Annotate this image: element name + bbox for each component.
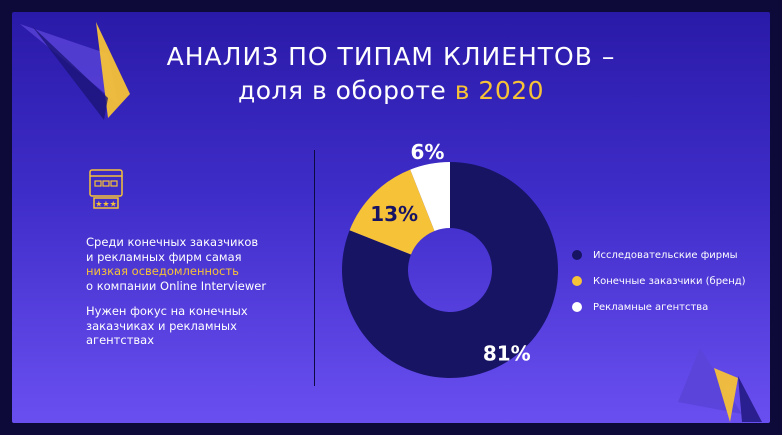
recommendation-paragraph: Нужен фокус на конечных заказчиках и рек… bbox=[86, 304, 316, 348]
insight-line: Среди конечных заказчиков bbox=[86, 235, 259, 249]
legend-label: Конечные заказчики (бренд) bbox=[593, 275, 746, 287]
subtitle-year: в 2020 bbox=[454, 76, 545, 105]
legend-item: Исследовательские фирмы bbox=[572, 242, 746, 268]
donut-slice bbox=[410, 162, 450, 231]
legend-swatch bbox=[572, 302, 582, 312]
vertical-divider bbox=[314, 150, 315, 386]
donut-chart: 81% 13% 6% bbox=[342, 140, 558, 378]
decorative-triangle-bottom-right bbox=[678, 348, 762, 422]
slice-data-label: 13% bbox=[370, 202, 418, 226]
decorative-triangle-top-left bbox=[20, 22, 130, 120]
subtitle-text: доля в обороте bbox=[237, 76, 447, 105]
insight-line: и рекламных фирм самая bbox=[86, 249, 242, 264]
svg-text:★★★: ★★★ bbox=[95, 200, 117, 209]
legend-label: Рекламные агентства bbox=[593, 301, 709, 313]
insight-highlight: низкая осведомленность bbox=[86, 264, 239, 278]
slide-title: АНАЛИЗ ПО ТИПАМ КЛИЕНТОВ – bbox=[166, 42, 616, 71]
legend-label: Исследовательские фирмы bbox=[593, 249, 738, 261]
legend-swatch bbox=[572, 250, 582, 260]
slide-subtitle: доля в обороте в 2020 bbox=[12, 76, 770, 105]
recommendation-line: агентствах bbox=[86, 333, 155, 347]
slice-data-label: 6% bbox=[411, 140, 445, 164]
slice-data-label: 81% bbox=[483, 342, 531, 366]
recommendation-line: заказчиках и рекламных bbox=[86, 318, 237, 333]
insight-paragraph: Среди конечных заказчиков и рекламных фи… bbox=[86, 235, 316, 293]
legend-item: Конечные заказчики (бренд) bbox=[572, 268, 746, 294]
website-browser-rating-icon: ★★★ bbox=[89, 169, 123, 209]
legend-swatch bbox=[572, 276, 582, 286]
recommendation-line: Нужен фокус на конечных bbox=[86, 304, 248, 318]
slide: АНАЛИЗ ПО ТИПАМ КЛИЕНТОВ – доля в оборот… bbox=[12, 12, 770, 423]
legend-item: Рекламные агентства bbox=[572, 294, 746, 320]
chart-legend: Исследовательские фирмы Конечные заказчик… bbox=[572, 242, 746, 320]
insight-line: о компании Online Interviewer bbox=[86, 278, 267, 293]
donut-slice bbox=[349, 169, 435, 255]
donut-slice bbox=[342, 162, 558, 378]
